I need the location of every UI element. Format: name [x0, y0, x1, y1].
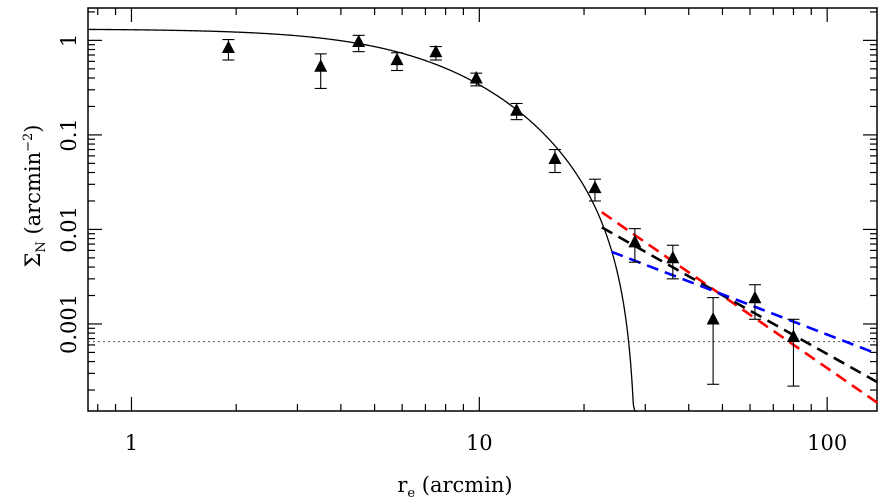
x-tick-label-1: 1: [125, 431, 138, 455]
data-point: [548, 148, 562, 174]
x-axis-label: re (arcmin): [397, 473, 512, 499]
power-law-fit-red: [601, 211, 878, 405]
data-point: [429, 44, 443, 61]
major-ticks: [88, 8, 877, 411]
y-tick-label-0.001: 0.001: [57, 294, 81, 354]
data-point: [221, 39, 235, 61]
data-point: [510, 102, 524, 121]
x-tick-label-100: 100: [807, 431, 847, 455]
y-tick-label-0.1: 0.1: [57, 118, 81, 151]
triangle-marker: [706, 312, 720, 325]
power-law-fit-black: [601, 226, 878, 384]
triangle-marker: [666, 250, 680, 264]
y-axis-label: ΣN (arcmin−2): [21, 125, 49, 268]
power-law-fit-blue: [611, 250, 878, 356]
triangle-marker: [548, 151, 562, 164]
data-point: [628, 228, 642, 263]
y-tick-label-0.01: 0.01: [57, 206, 81, 253]
triangle-marker: [628, 234, 642, 248]
triangle-marker: [469, 71, 483, 84]
data-point: [748, 284, 762, 320]
minor-ticks: [88, 8, 877, 411]
triangle-marker: [390, 52, 404, 66]
triangle-marker: [748, 290, 762, 304]
data-point: [666, 244, 680, 280]
y-tick-label-1: 1: [57, 34, 81, 47]
data-point: [706, 297, 720, 385]
triangle-marker: [588, 180, 602, 194]
data-point: [390, 52, 404, 72]
data-point: [469, 71, 483, 87]
x-tick-label-10: 10: [466, 431, 493, 455]
data-point: [352, 34, 366, 53]
plot-frame: [87, 7, 878, 412]
data-point: [314, 53, 328, 89]
data-point: [786, 318, 800, 387]
triangle-marker: [510, 103, 524, 116]
data-point: [588, 178, 602, 202]
triangle-marker: [429, 44, 443, 58]
triangle-marker: [221, 40, 235, 54]
triangle-marker: [314, 59, 328, 72]
king-profile-curve: [87, 28, 638, 412]
triangle-marker: [352, 34, 366, 47]
triangle-marker: [786, 329, 800, 342]
data-points: [221, 34, 800, 387]
